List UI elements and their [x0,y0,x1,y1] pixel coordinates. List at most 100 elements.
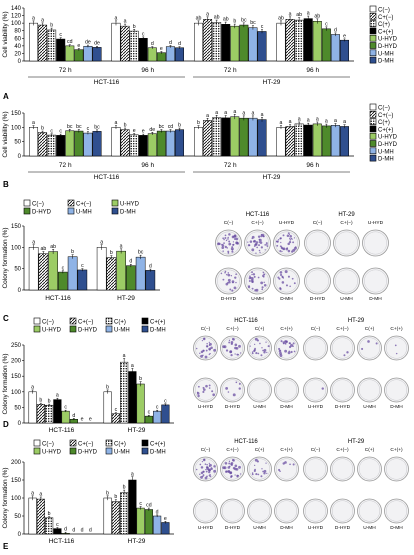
legend-label: C(−) [378,106,390,112]
bar [161,522,170,535]
colony [213,348,217,352]
culture-dish [362,229,389,257]
significance-letter: cd [67,39,73,45]
bar [56,135,66,157]
bar [29,22,38,62]
colony [255,352,258,355]
bar [303,124,313,157]
colony [235,281,237,284]
legend-swatch [105,447,113,455]
colony [204,355,208,359]
culture-dish-rim [304,337,327,359]
bar [285,19,295,62]
y-axis-label: Cell viability (%) [2,111,9,157]
bar [257,119,267,157]
colony [279,352,282,355]
colony [394,344,397,347]
legend-label: D-HYD [78,328,98,334]
colony [278,468,281,471]
y-axis-label: Colony formation (%) [2,353,9,414]
significance-letter: a [343,119,346,125]
bar [61,410,70,424]
colony [263,283,267,287]
significance-letter: e [142,129,145,135]
plate-label: C+(+) [280,326,293,332]
bar [38,253,49,291]
plate-label: C(−) [201,447,211,453]
bar [144,415,153,424]
colony [200,466,204,469]
colony [253,275,256,278]
colony [251,235,255,239]
significance-letter: bc [94,124,100,130]
y-tick-label: 80 [14,29,21,35]
significance-letter: a [289,119,292,125]
colony [289,238,292,241]
bar [128,371,137,424]
bar [138,135,148,157]
legend-label: C+(−) [378,15,393,21]
plate-label: C+(−) [226,326,239,332]
colony [232,466,236,470]
significance-letter: ab [314,13,320,19]
culture-dish-rim [306,269,329,293]
legend-label: C+(−) [78,320,93,326]
colony [254,464,256,467]
culture-dish [274,335,299,361]
colony [287,351,291,355]
significance-letter: c [325,21,328,27]
plate-label: D-MH [369,296,382,302]
colony [251,351,254,353]
significance-letter: a [115,15,118,21]
colony [227,466,231,469]
group-label: HCT-116 [49,538,75,545]
bar [129,134,139,157]
group-label: 72 h [224,67,237,74]
colony [361,347,364,350]
colony [267,345,270,348]
legend-label: D-MH [120,210,136,216]
colony [212,393,215,397]
legend-label: C(−) [42,442,54,448]
colony [227,469,231,473]
colony [264,244,267,246]
legend-swatch [69,447,77,455]
significance-letter: a [289,11,292,17]
significance-letter: a [39,491,42,497]
plate-label: C+(+) [390,447,403,453]
significance-letter: bc [76,124,82,130]
colony [262,235,265,238]
group-label: HT-29 [128,427,146,434]
y-tick-label: 20 [14,51,21,57]
significance-letter: c [139,501,142,507]
significance-letter: de [149,127,155,133]
bar [92,47,102,62]
culture-dish-rim [385,500,408,522]
colony [253,239,256,243]
colony [230,476,232,478]
colony [235,273,238,276]
colony [221,246,225,249]
colony [266,243,268,246]
y-tick-label: 0 [18,288,22,294]
colony [294,246,297,248]
colony [229,288,232,291]
colony [289,463,291,466]
colony [224,271,226,274]
significance-letter: c [115,407,118,413]
colony [208,384,211,387]
colony [229,350,233,354]
colony [206,464,208,466]
significance-letter: d [129,259,132,265]
y-tick-label: 0 [18,154,22,160]
colony [200,475,203,479]
y-tick-label: 100 [11,245,22,251]
bar [45,517,54,535]
colony [228,339,231,342]
bar [96,247,107,291]
bar [103,497,112,535]
colony [287,232,290,235]
significance-letter: c [59,129,62,135]
colony [226,247,229,249]
